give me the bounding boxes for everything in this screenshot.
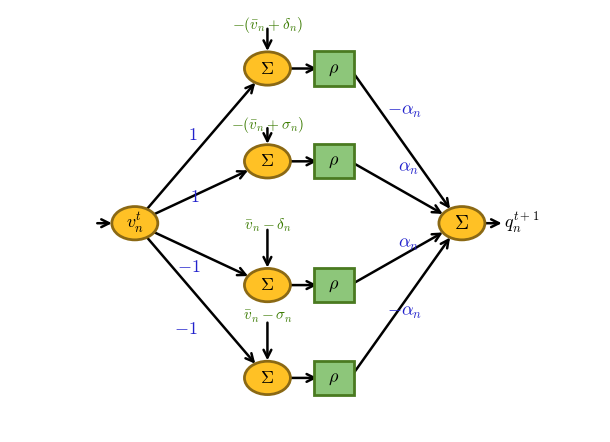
Text: $-1$: $-1$ xyxy=(174,320,198,338)
Text: $-\alpha_n$: $-\alpha_n$ xyxy=(387,303,422,320)
Ellipse shape xyxy=(245,361,290,395)
Text: $\bar{v}_n - \delta_n$: $\bar{v}_n - \delta_n$ xyxy=(243,217,291,234)
FancyBboxPatch shape xyxy=(314,51,354,86)
Ellipse shape xyxy=(245,52,290,85)
Text: $-(\bar{v}_n + \delta_n)$: $-(\bar{v}_n + \delta_n)$ xyxy=(232,15,303,35)
Text: $1$: $1$ xyxy=(187,126,197,144)
FancyBboxPatch shape xyxy=(314,144,354,179)
Text: $q_n^{t+1}$: $q_n^{t+1}$ xyxy=(504,211,539,236)
Text: $-1$: $-1$ xyxy=(178,259,201,276)
Text: $-\alpha_n$: $-\alpha_n$ xyxy=(387,102,422,119)
Text: $\rho$: $\rho$ xyxy=(328,60,339,77)
Text: $\bar{v}_n - \sigma_n$: $\bar{v}_n - \sigma_n$ xyxy=(243,309,292,325)
Text: $\Sigma$: $\Sigma$ xyxy=(260,60,274,77)
Text: $\Sigma$: $\Sigma$ xyxy=(260,152,274,170)
Ellipse shape xyxy=(245,268,290,302)
Ellipse shape xyxy=(112,206,158,240)
FancyBboxPatch shape xyxy=(314,268,354,302)
Text: $\alpha_n$: $\alpha_n$ xyxy=(398,159,418,177)
Text: $v_n^t$: $v_n^t$ xyxy=(126,211,144,235)
Text: $-(\bar{v}_n + \sigma_n)$: $-(\bar{v}_n + \sigma_n)$ xyxy=(231,115,304,135)
Ellipse shape xyxy=(245,145,290,178)
Text: $\rho$: $\rho$ xyxy=(328,152,339,170)
Text: $1$: $1$ xyxy=(190,188,199,206)
Text: $\rho$: $\rho$ xyxy=(328,369,339,387)
Text: $\Sigma$: $\Sigma$ xyxy=(260,369,274,387)
Text: $\alpha_n$: $\alpha_n$ xyxy=(398,235,418,253)
Text: $\Sigma$: $\Sigma$ xyxy=(454,214,469,232)
FancyBboxPatch shape xyxy=(314,361,354,395)
Ellipse shape xyxy=(439,206,485,240)
Text: $\Sigma$: $\Sigma$ xyxy=(260,276,274,294)
Text: $\rho$: $\rho$ xyxy=(328,276,339,294)
